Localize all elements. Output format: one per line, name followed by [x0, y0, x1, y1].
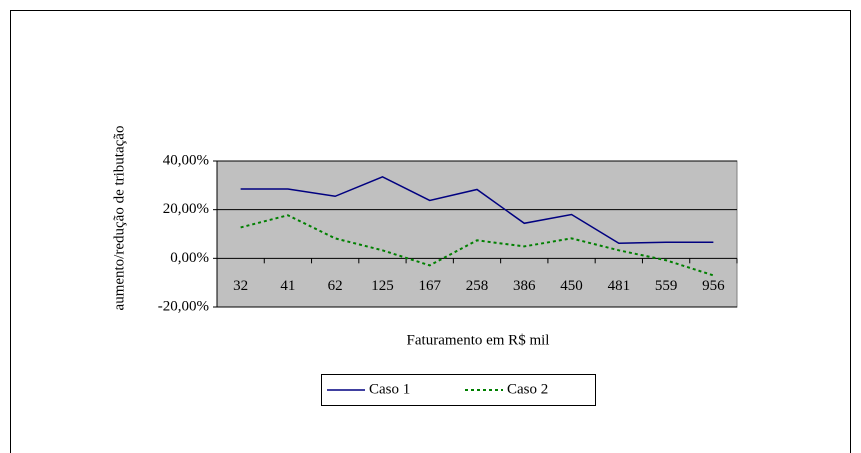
- y-tick-label: 0,00%: [170, 250, 209, 266]
- y-tick-label: 40,00%: [163, 152, 209, 168]
- x-tick-label: 450: [560, 278, 583, 294]
- x-tick-label: 125: [371, 278, 394, 294]
- series-line: [240, 175, 714, 245]
- legend-label: Caso 2: [507, 381, 548, 397]
- series-line: [240, 214, 714, 277]
- x-tick-label: 559: [655, 278, 678, 294]
- x-tick-label: 167: [418, 278, 441, 294]
- y-tick-label: -20,00%: [158, 298, 209, 314]
- y-axis-title: aumento/redução de tributação: [111, 126, 127, 311]
- x-tick-label: 32: [233, 278, 248, 294]
- legend: [321, 374, 596, 406]
- x-tick-label: 258: [466, 278, 489, 294]
- x-tick-label: 62: [328, 278, 343, 294]
- x-axis-title: Faturamento em R$ mil: [407, 332, 550, 348]
- x-tick-label: 41: [280, 278, 295, 294]
- x-tick-label: 956: [702, 278, 725, 294]
- y-tick-label: 20,00%: [163, 201, 209, 217]
- plot-area: [216, 160, 738, 308]
- x-tick-label: 386: [513, 278, 536, 294]
- legend-label: Caso 1: [369, 381, 410, 397]
- x-tick-label: 481: [608, 278, 631, 294]
